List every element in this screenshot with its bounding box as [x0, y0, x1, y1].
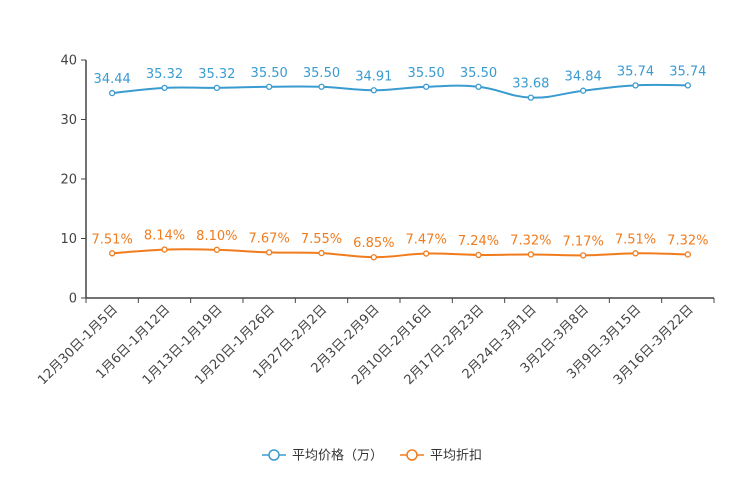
legend-item-1[interactable]: 平均价格（万）	[262, 448, 383, 464]
data-label: 35.74	[669, 64, 706, 79]
series-points	[109, 82, 691, 261]
data-point	[318, 249, 325, 257]
data-label: 7.67%	[249, 231, 290, 246]
data-label: 34.91	[355, 69, 392, 84]
series-line-1	[112, 83, 688, 99]
data-point	[161, 84, 168, 91]
data-point	[266, 249, 273, 256]
data-label: 35.32	[146, 67, 183, 82]
data-label: 7.47%	[406, 233, 447, 248]
y-tick-label: 30	[60, 113, 77, 128]
data-point	[213, 246, 220, 253]
data-point	[423, 83, 430, 90]
data-point	[213, 84, 220, 91]
data-label: 7.17%	[563, 234, 604, 249]
legend-label: 平均折扣	[430, 449, 482, 464]
data-label: 33.68	[512, 77, 549, 92]
data-point	[632, 250, 639, 257]
data-label: 35.74	[617, 64, 654, 79]
series-line-2	[112, 248, 688, 259]
y-tick-label: 40	[60, 54, 77, 69]
data-point	[109, 250, 116, 257]
data-point	[580, 252, 587, 259]
data-point	[475, 251, 482, 259]
data-label: 35.50	[460, 66, 497, 81]
data-point	[580, 87, 587, 94]
data-point	[109, 89, 116, 97]
data-label: 34.84	[565, 70, 602, 85]
data-point	[161, 246, 168, 253]
y-tick-label: 10	[60, 232, 77, 247]
y-tick-label: 0	[69, 292, 77, 307]
data-point	[684, 251, 691, 258]
data-label: 35.50	[303, 66, 340, 81]
data-point	[423, 250, 430, 257]
data-point	[632, 82, 639, 89]
data-label: 8.14%	[144, 229, 185, 244]
data-point	[370, 87, 377, 94]
data-label: 7.24%	[458, 234, 499, 249]
legend-item-2[interactable]: 平均折扣	[400, 449, 482, 464]
data-point	[527, 94, 534, 101]
data-label: 7.32%	[510, 233, 551, 248]
legend[interactable]: 平均价格（万） 平均折扣	[262, 448, 482, 464]
legend-marker	[406, 449, 418, 461]
data-label: 35.50	[408, 66, 445, 81]
y-tick-label: 20	[60, 173, 77, 188]
data-labels: 34.44 35.32 35.32 35.50 35.50 34.91 35.50 35.50…	[92, 64, 709, 251]
data-label: 7.32%	[667, 233, 708, 248]
tick-labels: 01020304012月30日-1月5日1月6日-1月12日1月13日-1月19…	[35, 54, 696, 389]
data-point	[684, 82, 691, 89]
data-label: 7.55%	[301, 232, 342, 247]
data-label: 7.51%	[92, 232, 133, 247]
data-point	[475, 83, 482, 90]
legend-marker	[268, 449, 280, 461]
data-label: 7.51%	[615, 232, 656, 247]
data-point	[318, 83, 325, 90]
data-label: 8.10%	[196, 229, 237, 244]
data-point	[370, 254, 377, 261]
data-label: 34.44	[94, 72, 131, 87]
series-lines	[112, 83, 688, 259]
data-label: 35.32	[198, 67, 235, 82]
data-point	[266, 83, 273, 90]
axes	[81, 59, 715, 303]
legend-label: 平均价格（万）	[292, 448, 383, 464]
data-point	[527, 251, 534, 258]
data-label: 6.85%	[353, 236, 394, 251]
data-label: 35.50	[251, 66, 288, 81]
